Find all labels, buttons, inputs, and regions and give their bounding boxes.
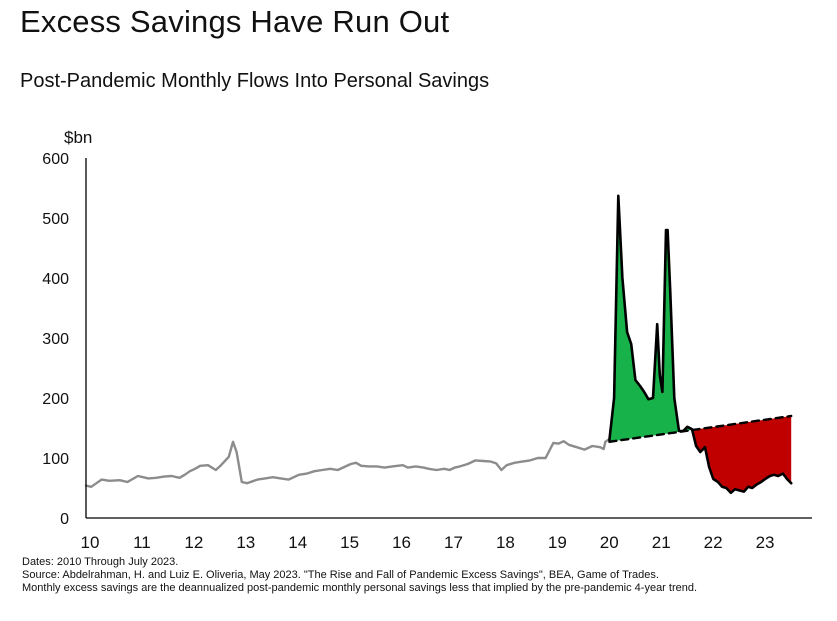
y-tick-label: 500	[42, 211, 69, 228]
x-tick-label: 21	[652, 533, 671, 552]
x-tick-label: 22	[704, 533, 723, 552]
y-tick-label: 200	[42, 391, 69, 408]
x-tick-label: 19	[548, 533, 567, 552]
area-fills	[609, 195, 792, 493]
x-tick-label: 18	[496, 533, 515, 552]
pre-pandemic-savings-line	[84, 438, 610, 488]
x-tick-label: 10	[81, 533, 100, 552]
x-tick-label: 15	[340, 533, 359, 552]
y-tick-label: 100	[42, 451, 69, 468]
x-tick-label: 20	[600, 533, 619, 552]
note-source: Source: Abdelrahman, H. and Luiz E. Oliv…	[22, 569, 659, 581]
x-tick-label: 12	[184, 533, 203, 552]
y-tick-label: 600	[42, 151, 69, 168]
post-pandemic-savings-line	[608, 194, 793, 495]
note-dates: Dates: 2010 Through July 2023.	[22, 556, 179, 568]
series-lines	[84, 194, 793, 495]
excess-savings-area	[609, 195, 693, 442]
x-tick-label: 13	[236, 533, 255, 552]
chart-title: Excess Savings Have Run Out	[20, 4, 450, 39]
y-tick-label: 0	[60, 511, 69, 528]
savings-deficit-area	[692, 416, 792, 493]
pre-pandemic-trend-line	[608, 414, 793, 443]
x-tick-label: 11	[133, 533, 151, 552]
chart-notes: Dates: 2010 Through July 2023. Source: A…	[22, 556, 697, 595]
y-unit-label: $bn	[64, 128, 92, 147]
y-tick-label: 300	[42, 331, 69, 348]
axes: 0 100 200 300 400 500 600 $bn 10 11 12 13 14 15 16 17 18…	[42, 128, 812, 552]
y-tick-label: 400	[42, 271, 69, 288]
x-tick-label: 17	[444, 533, 463, 552]
x-tick-label: 16	[392, 533, 411, 552]
x-tick-label: 14	[288, 533, 307, 552]
chart-subtitle: Post-Pandemic Monthly Flows Into Persona…	[20, 70, 490, 92]
note-definition: Monthly excess savings are the deannuali…	[22, 582, 698, 594]
x-tick-label: 23	[756, 533, 775, 552]
